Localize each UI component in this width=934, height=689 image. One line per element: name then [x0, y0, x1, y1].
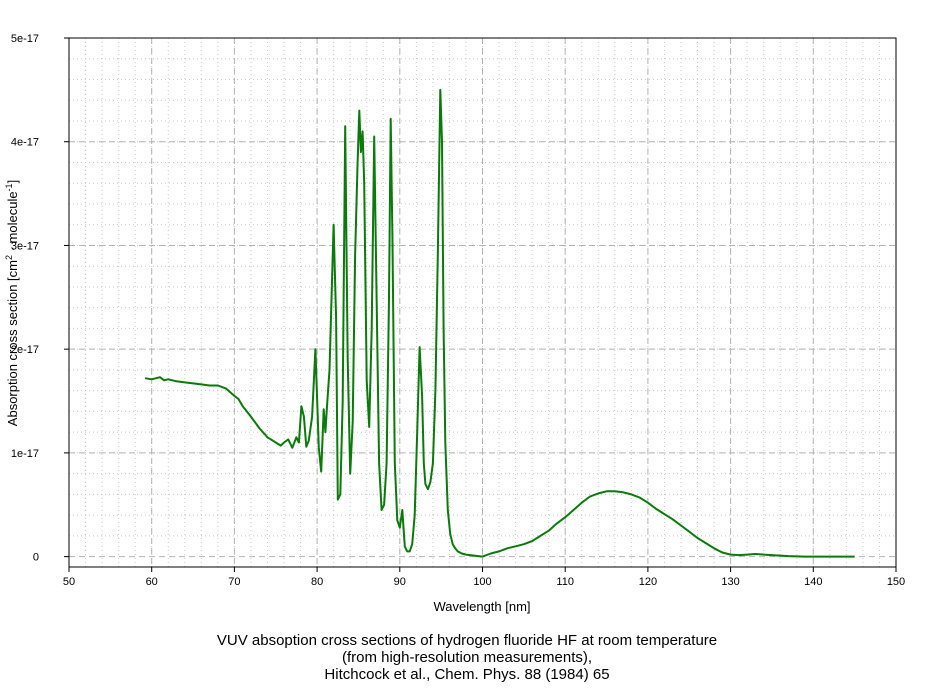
x-tick-label: 100	[473, 576, 491, 588]
caption-line-3: Hitchcock et al., Chem. Phys. 88 (1984) …	[324, 666, 610, 683]
x-tick-label: 60	[146, 576, 158, 588]
grid	[68, 37, 897, 567]
series-line	[144, 88, 855, 558]
axis-ticks: 50 60 70 80 90 100 110 120 130 140 150 0 1e-17 2e-17 3…	[11, 33, 905, 588]
y-tick-label: 2e-17	[11, 344, 39, 356]
cross-section-chart: 50 60 70 80 90 100 110 120 130 140 150 0 1e-17 2e-17 3…	[4, 33, 905, 614]
y-tick-label: 4e-17	[11, 137, 39, 149]
series-layer	[144, 88, 855, 558]
x-tick-label: 50	[63, 576, 75, 588]
figure-caption: VUV absoption cross sections of hydrogen…	[0, 632, 934, 683]
y-tick-label: 0	[33, 552, 39, 564]
x-tick-label: 130	[721, 576, 739, 588]
x-tick-label: 70	[228, 576, 240, 588]
y-tick-label: 3e-17	[11, 240, 39, 252]
x-tick-label: 150	[887, 576, 905, 588]
x-tick-label: 90	[394, 576, 406, 588]
x-axis-title: Wavelength [nm]	[433, 599, 530, 614]
caption-line-1: VUV absoption cross sections of hydrogen…	[216, 632, 718, 649]
caption-line-2: (from high-resolution measurements),	[341, 649, 593, 666]
x-tick-label: 120	[639, 576, 657, 588]
x-tick-label: 140	[804, 576, 822, 588]
y-tick-label: 1e-17	[11, 448, 39, 460]
y-tick-label: 5e-17	[11, 33, 39, 45]
x-tick-label: 80	[311, 576, 323, 588]
y-axis-title: Absorption cross section [cm2 · molecule…	[4, 180, 20, 426]
x-tick-label: 110	[556, 576, 574, 588]
